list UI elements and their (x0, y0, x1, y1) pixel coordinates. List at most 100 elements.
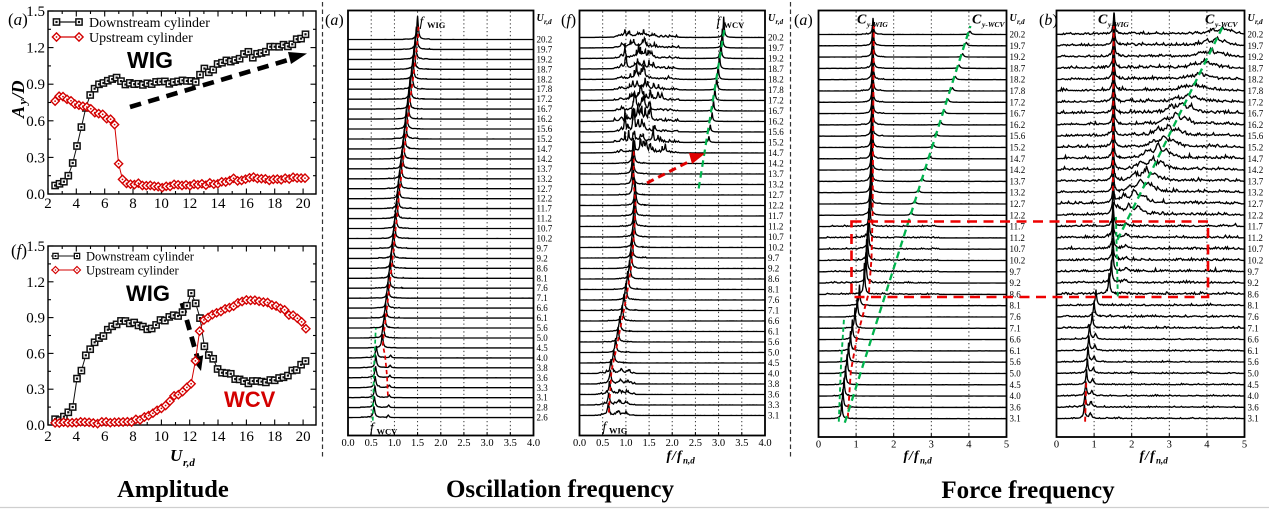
svg-text:C: C (1205, 13, 1215, 28)
svg-text:6.6: 6.6 (768, 316, 780, 326)
svg-text:10.2: 10.2 (1010, 256, 1026, 266)
svg-text:19.2: 19.2 (1010, 52, 1026, 62)
svg-text:2: 2 (44, 429, 52, 445)
svg-text:17.8: 17.8 (768, 85, 784, 95)
svg-text:2: 2 (1129, 440, 1134, 451)
svg-text:7.6: 7.6 (1010, 312, 1022, 322)
svg-text:1: 1 (853, 440, 858, 451)
svg-text:18.2: 18.2 (1248, 75, 1264, 85)
svg-text:WIG: WIG (126, 281, 170, 306)
svg-text:20: 20 (296, 196, 311, 212)
svg-text:r,d: r,d (544, 18, 552, 26)
svg-text:10.2: 10.2 (768, 243, 784, 253)
svg-text:8: 8 (129, 429, 137, 445)
svg-text:18.7: 18.7 (537, 64, 553, 74)
svg-text:4.0: 4.0 (1010, 391, 1022, 401)
svg-text:11.2: 11.2 (768, 222, 783, 232)
svg-text:r,d: r,d (1255, 18, 1263, 26)
svg-text:12.7: 12.7 (1248, 199, 1264, 209)
svg-text:6: 6 (101, 429, 109, 445)
svg-text:18.2: 18.2 (537, 74, 553, 84)
svg-text:4: 4 (73, 196, 81, 212)
svg-text:6.1: 6.1 (768, 327, 779, 337)
svg-text:1.5: 1.5 (411, 438, 424, 449)
svg-text:y: y (16, 99, 30, 107)
svg-text:1.5: 1.5 (26, 4, 45, 20)
svg-text:3.3: 3.3 (537, 383, 549, 393)
svg-text:3.6: 3.6 (1248, 402, 1260, 412)
svg-text:f: f (1150, 449, 1156, 464)
svg-text:7.6: 7.6 (537, 283, 549, 293)
svg-text:WIG: WIG (127, 47, 173, 73)
svg-text:f: f (677, 449, 683, 464)
svg-text:11.2: 11.2 (537, 214, 552, 224)
svg-text:Oscillation frequency: Oscillation frequency (446, 476, 675, 503)
svg-text:7.6: 7.6 (768, 295, 780, 305)
svg-text:1.5: 1.5 (26, 239, 45, 255)
svg-text:/D: /D (8, 80, 28, 100)
svg-text:7.6: 7.6 (1248, 312, 1260, 322)
svg-text:3.6: 3.6 (1010, 402, 1022, 412)
svg-text:n,d: n,d (683, 456, 695, 466)
svg-text:0.0: 0.0 (26, 418, 45, 434)
svg-text:3.0: 3.0 (481, 438, 494, 449)
svg-text:14: 14 (211, 429, 227, 445)
svg-text:0.5: 0.5 (365, 438, 378, 449)
svg-text:20: 20 (296, 429, 311, 445)
svg-text:16: 16 (239, 196, 255, 212)
svg-text:0.3: 0.3 (26, 382, 45, 398)
svg-text:f: f (914, 449, 920, 464)
svg-text:17.2: 17.2 (768, 96, 784, 106)
svg-text:2.0: 2.0 (434, 438, 447, 449)
svg-text:3.5: 3.5 (504, 438, 517, 449)
svg-text:11.7: 11.7 (537, 204, 553, 214)
svg-text:0.9: 0.9 (26, 77, 45, 93)
svg-text:19.7: 19.7 (537, 45, 553, 55)
svg-text:Downstream cylinder: Downstream cylinder (86, 250, 195, 264)
svg-text:/: / (1144, 449, 1150, 464)
svg-text:15.6: 15.6 (768, 127, 784, 137)
svg-text:5.0: 5.0 (1010, 369, 1022, 379)
svg-text:9.7: 9.7 (1248, 267, 1260, 277)
svg-text:10.7: 10.7 (1248, 244, 1264, 254)
svg-text:15.2: 15.2 (1248, 143, 1264, 153)
svg-text:/: / (671, 449, 677, 464)
svg-text:20.2: 20.2 (768, 33, 784, 43)
svg-text:9.2: 9.2 (537, 253, 548, 263)
svg-text:7.1: 7.1 (1248, 323, 1259, 333)
svg-text:19.2: 19.2 (537, 54, 553, 64)
svg-text:13.7: 13.7 (1248, 176, 1264, 186)
svg-text:f: f (667, 449, 673, 464)
svg-text:y-WCV: y-WCV (981, 20, 1005, 29)
svg-text:Upstream cylinder: Upstream cylinder (86, 264, 180, 278)
svg-text:5.0: 5.0 (768, 348, 780, 358)
svg-text:11.2: 11.2 (1248, 233, 1263, 243)
svg-text:5: 5 (1242, 440, 1247, 451)
svg-text:17.2: 17.2 (1248, 97, 1264, 107)
svg-text:14.2: 14.2 (1248, 165, 1264, 175)
svg-text:9.2: 9.2 (1010, 278, 1021, 288)
svg-text:12: 12 (182, 429, 197, 445)
svg-text:17.8: 17.8 (1248, 86, 1264, 96)
svg-text:7.1: 7.1 (768, 306, 779, 316)
svg-text:(a): (a) (8, 10, 28, 29)
svg-text:12: 12 (182, 196, 197, 212)
svg-text:WCV: WCV (224, 387, 276, 412)
svg-text:3.1: 3.1 (1248, 414, 1259, 424)
svg-text:f: f (904, 449, 910, 464)
svg-text:1.5: 1.5 (643, 438, 656, 449)
svg-text:10.2: 10.2 (1248, 256, 1264, 266)
svg-text:WIG: WIG (427, 20, 446, 30)
svg-text:11.7: 11.7 (1010, 222, 1026, 232)
svg-text:y-WIG: y-WIG (1107, 20, 1129, 29)
svg-text:1.0: 1.0 (388, 438, 401, 449)
svg-text:1.0: 1.0 (619, 438, 632, 449)
svg-text:3.0: 3.0 (712, 438, 725, 449)
svg-text:15.2: 15.2 (1010, 143, 1026, 153)
svg-text:8: 8 (129, 196, 137, 212)
svg-text:y-WIG: y-WIG (866, 20, 888, 29)
svg-text:2.5: 2.5 (457, 438, 470, 449)
svg-text:12.2: 12.2 (1248, 210, 1264, 220)
svg-text:f: f (420, 14, 426, 29)
svg-text:6.6: 6.6 (1010, 335, 1022, 345)
